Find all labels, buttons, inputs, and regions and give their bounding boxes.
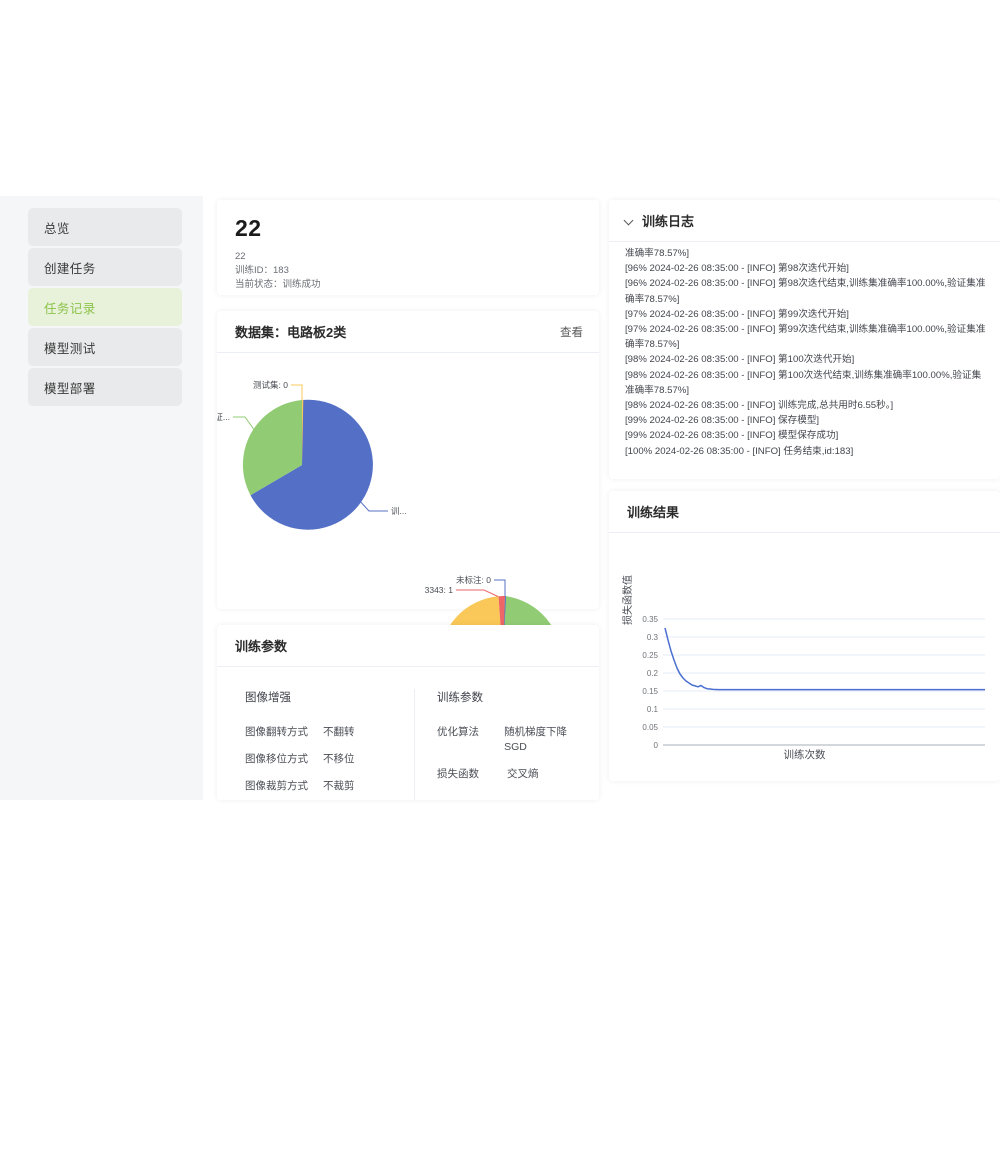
dataset-card: 数据集：电路板2类 查看: [206, 311, 609, 726]
y-tick-label: 0.3: [647, 633, 659, 642]
log-line: [98% 2024-02-26 08:35:00 - [INFO] 第100次迭…: [625, 354, 855, 366]
x-axis-label: 训练次数: [783, 749, 826, 761]
sidebar: 总览 创建任务 任务记录 模型测试 模型部署: [0, 196, 203, 800]
dataset-view-link[interactable]: 查看: [560, 326, 583, 339]
param-key: 图像翻转方式: [245, 726, 308, 738]
training-result-card: 训练结果 0.35 0.3 0.25 0.2: [609, 491, 1000, 781]
task-train-id: 训练ID：183: [235, 265, 289, 276]
center-column: 22 22 训练ID：183 当前状态：训练成功 数据集：电路板2类 查看: [203, 196, 609, 800]
y-tick-label: 0.25: [642, 651, 658, 660]
param-value: 随机梯度下降 SGD: [504, 726, 568, 753]
training-log-title: 训练日志: [642, 214, 695, 229]
training-log-body[interactable]: 准确率78.57%] [96% 2024-02-26 08:35:00 - [I…: [609, 242, 1000, 479]
loss-chart-svg: 0.35 0.3 0.25 0.2 0.15 0.1 0.05 0: [642, 615, 985, 750]
training-result-title: 训练结果: [627, 505, 680, 520]
training-log-header[interactable]: 训练日志: [609, 200, 1000, 242]
sidebar-item-model-test[interactable]: 模型测试: [28, 328, 182, 366]
task-status: 当前状态：训练成功: [235, 279, 321, 290]
pie-label-train: 训...: [391, 506, 407, 516]
training-params-title: 训练参数: [235, 639, 288, 654]
group-title: 训练参数: [437, 692, 483, 704]
log-line: [98% 2024-02-26 08:35:00 - [INFO] 第100次迭…: [625, 369, 982, 396]
training-params-body: 图像增强 图像翻转方式 不翻转 图像移位方式 不移位 图像裁剪方式 不裁剪: [217, 667, 599, 800]
pie-label-3343: 3343: 1: [425, 585, 454, 595]
param-value: 不翻转: [323, 726, 355, 738]
log-line: 准确率78.57%]: [625, 248, 689, 259]
image-augmentation-group: 图像增强 图像翻转方式 不翻转 图像移位方式 不移位 图像裁剪方式 不裁剪: [217, 689, 415, 800]
y-tick-label: 0.05: [642, 723, 658, 732]
y-tick-label: 0.15: [642, 687, 658, 696]
y-tick-label: 0.2: [647, 669, 659, 678]
sidebar-item-label: 任务记录: [44, 301, 96, 316]
sidebar-item-create-task[interactable]: 创建任务: [28, 248, 182, 286]
app-root: 总览 创建任务 任务记录 模型测试 模型部署 22 22 训练ID：183 当前…: [0, 0, 1000, 1000]
sidebar-item-label: 模型测试: [44, 341, 96, 356]
param-value: 交叉熵: [507, 768, 539, 780]
task-meta: 22 训练ID：183 当前状态：训练成功: [235, 250, 581, 292]
y-tick-label: 0.35: [642, 615, 658, 624]
y-tick-label: 0: [654, 741, 659, 750]
training-params-card: 训练参数 图像增强 图像翻转方式 不翻转 图像移位方式 不移位 图像裁剪方式 不: [217, 625, 599, 800]
training-params-header: 训练参数: [217, 625, 599, 667]
param-value: 不裁剪: [323, 780, 355, 792]
page-title: 22: [235, 215, 262, 241]
log-line: [96% 2024-02-26 08:35:00 - [INFO] 第98次迭代…: [625, 278, 986, 305]
param-row: 损失函数 交叉熵: [437, 767, 589, 782]
dataset-title: 数据集：电路板2类: [235, 325, 347, 340]
y-axis-label: 损失函数值: [623, 575, 634, 625]
training-result-header: 训练结果: [609, 491, 1000, 533]
group-title: 图像增强: [245, 692, 291, 704]
param-key: 优化算法: [437, 726, 479, 738]
task-summary-card: 22 22 训练ID：183 当前状态：训练成功: [217, 200, 599, 295]
log-line: [98% 2024-02-26 08:35:00 - [INFO] 训练完成,总…: [625, 400, 894, 412]
param-row: 图像裁剪方式 不裁剪: [245, 779, 404, 794]
dataset-split-pie-svg: 测试集: 0 验证... 训...: [206, 380, 407, 530]
param-value: 不移位: [323, 753, 355, 765]
param-key: 图像移位方式: [245, 753, 308, 765]
training-log-card: 训练日志 准确率78.57%] [96% 2024-02-26 08:35:00…: [609, 200, 1000, 479]
sidebar-item-label: 总览: [44, 221, 70, 236]
pie-label-validation: 验证...: [217, 412, 230, 422]
chevron-down-icon[interactable]: [625, 216, 634, 225]
sidebar-item-overview[interactable]: 总览: [28, 208, 182, 246]
training-hyperparams-group: 训练参数 优化算法 随机梯度下降 SGD 损失函数 交叉熵: [415, 689, 599, 800]
loss-line: [664, 627, 985, 691]
param-key: 损失函数: [437, 768, 479, 780]
log-line: [97% 2024-02-26 08:35:00 - [INFO] 第99次迭代…: [625, 308, 849, 320]
param-row: 图像翻转方式 不翻转: [245, 725, 404, 740]
log-line: [97% 2024-02-26 08:35:00 - [INFO] 第99次迭代…: [625, 324, 986, 351]
log-line: [96% 2024-02-26 08:35:00 - [INFO] 第98次迭代…: [625, 263, 849, 275]
sidebar-item-model-deploy[interactable]: 模型部署: [28, 368, 182, 406]
log-line: [99% 2024-02-26 08:35:00 - [INFO] 模型保存成功…: [625, 430, 839, 442]
pie-label-test: 测试集: 0: [253, 380, 288, 390]
dataset-card-header: 数据集：电路板2类 查看: [217, 311, 599, 353]
log-line: [99% 2024-02-26 08:35:00 - [INFO] 保存模型]: [625, 415, 820, 427]
pie-label-unlabeled: 未标注: 0: [456, 575, 491, 585]
sidebar-item-label: 模型部署: [44, 381, 96, 396]
sidebar-item-label: 创建任务: [44, 261, 96, 276]
param-row: 图像移位方式 不移位: [245, 752, 404, 767]
task-name: 22: [235, 251, 246, 262]
param-row: 优化算法 随机梯度下降 SGD: [437, 725, 589, 755]
dataset-split-pie: 测试集: 0 验证... 训...: [206, 353, 408, 607]
param-key: 图像裁剪方式: [245, 780, 308, 792]
sidebar-item-task-records[interactable]: 任务记录: [28, 288, 182, 326]
right-column: 训练日志 准确率78.57%] [96% 2024-02-26 08:35:00…: [605, 196, 1000, 800]
dataset-charts: 测试集: 0 验证... 训...: [206, 353, 609, 726]
log-line: [100% 2024-02-26 08:35:00 - [INFO] 任务结束,…: [625, 445, 854, 457]
loss-chart: 0.35 0.3 0.25 0.2 0.15 0.1 0.05 0 损失函数值 …: [609, 533, 1000, 781]
y-tick-label: 0.1: [647, 705, 659, 714]
